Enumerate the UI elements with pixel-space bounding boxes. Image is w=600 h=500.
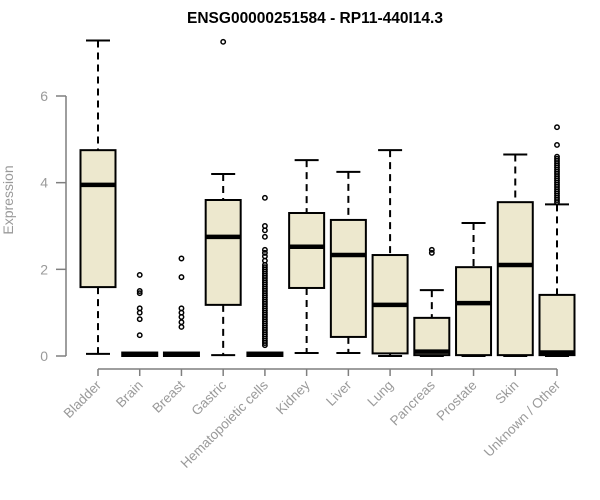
boxplot-breast (162, 255, 200, 357)
boxplot-prostate (455, 221, 493, 357)
outlier-point (178, 255, 185, 262)
outlier-point (136, 316, 143, 323)
outlier-point (554, 199, 560, 206)
boxplot-hematopoietic-cells (246, 194, 284, 357)
y-axis-tick-label: 6 (40, 88, 48, 104)
x-axis-label-lung: Lung (364, 378, 396, 410)
outlier-point (220, 38, 227, 45)
x-axis-label-kidney: Kidney (273, 377, 313, 417)
outlier-point (261, 249, 268, 256)
iqr-box (496, 201, 534, 357)
outlier-point (178, 274, 185, 281)
outlier-point (261, 246, 268, 253)
iqr-box (413, 316, 451, 357)
iqr-box (79, 149, 117, 289)
boxplot-gastric (204, 38, 242, 357)
iqr-box (288, 212, 326, 289)
chart-title: ENSG00000251584 - RP11-440I14.3 (187, 10, 443, 27)
outlier-point (261, 340, 268, 346)
iqr-box (538, 293, 576, 357)
outlier-point (178, 319, 185, 326)
outlier-point (428, 246, 435, 253)
outlier-point (136, 288, 143, 294)
boxplot-liver (329, 170, 367, 354)
outlier-point (136, 332, 143, 339)
outlier-point (136, 272, 143, 278)
outlier-point (554, 142, 560, 148)
outlier-point (261, 194, 268, 201)
outlier-point (261, 227, 268, 234)
outlier-point (261, 233, 268, 240)
outlier-point (554, 124, 560, 131)
y-axis-tick-label: 0 (40, 348, 48, 364)
x-axis-label-brain: Brain (113, 378, 146, 411)
outlier-point (428, 249, 435, 256)
x-axis-label-skin: Skin (492, 378, 521, 407)
iqr-box (204, 199, 242, 306)
outlier-point (178, 324, 185, 330)
boxplot-skin (496, 153, 534, 357)
x-axis-label-gastric: Gastric (188, 377, 229, 418)
boxplot-bladder (79, 39, 117, 355)
boxplot-lung (371, 149, 409, 357)
boxplot-brain (121, 272, 159, 357)
iqr-box (455, 266, 493, 357)
boxplot-pancreas (413, 246, 451, 357)
x-axis-label-unknown-other: Unknown / Other (481, 377, 564, 460)
boxplot-kidney (288, 159, 326, 354)
outlier-point (136, 290, 143, 297)
x-axis-label-pancreas: Pancreas (387, 377, 438, 428)
outlier-point (136, 309, 143, 316)
x-axis-label-liver: Liver (323, 377, 355, 409)
outlier-point (554, 197, 560, 203)
iqr-box (329, 218, 367, 338)
y-axis-title: Expression (0, 165, 16, 234)
x-axis-label-bladder: Bladder (61, 377, 105, 421)
boxplot-unknown-other (538, 124, 576, 357)
x-axis-label-breast: Breast (149, 377, 187, 415)
outlier-point (261, 342, 268, 349)
y-axis-tick-label: 4 (40, 175, 48, 191)
y-axis-tick-label: 2 (40, 261, 48, 277)
outlier-point (178, 314, 185, 320)
x-axis-label-prostate: Prostate (434, 378, 480, 424)
